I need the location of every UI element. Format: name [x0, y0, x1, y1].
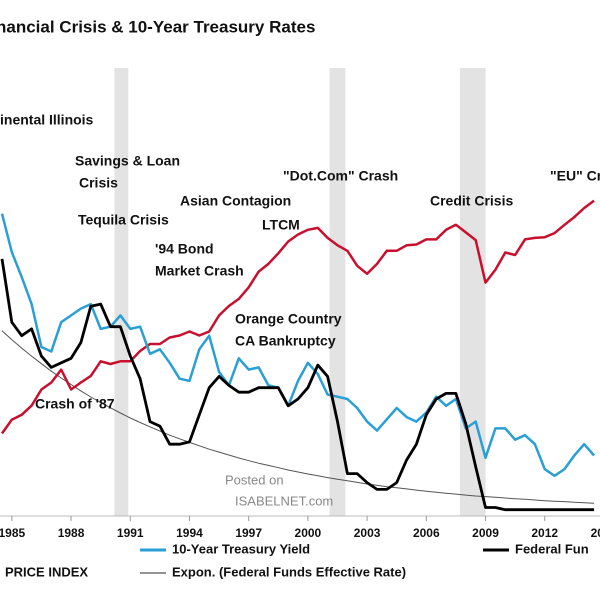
x-tick-label: 2003 — [354, 526, 381, 540]
x-tick-label: 1997 — [235, 526, 262, 540]
x-tick-label: 1988 — [58, 526, 85, 540]
annotation: '94 Bond — [155, 241, 214, 257]
x-tick-label: 1991 — [117, 526, 144, 540]
annotation: CA Bankruptcy — [235, 333, 336, 349]
annotation: Market Crash — [155, 263, 244, 279]
chart-title: nancial Crisis & 10-Year Treasury Rates — [0, 17, 315, 36]
x-tick-label: 1994 — [176, 526, 203, 540]
watermark: ISABELNET.com — [235, 493, 333, 508]
annotation: LTCM — [262, 217, 300, 233]
annotation: Credit Crisis — [430, 193, 513, 209]
annotation: Tequila Crisis — [78, 212, 169, 228]
legend-label: Expon. (Federal Funds Effective Rate) — [172, 564, 406, 579]
x-tick-label: 2009 — [472, 526, 499, 540]
x-tick-label: 1985 — [0, 526, 26, 540]
series-line — [0, 258, 595, 512]
legend-label: 10-Year Treasury Yield — [172, 541, 310, 556]
x-tick-label: 2015 — [591, 526, 600, 540]
series-line — [1, 330, 595, 504]
legend-label: PRICE INDEX — [5, 564, 88, 579]
annotation: Crash of '87 — [35, 396, 115, 412]
annotation: inental Illinois — [0, 112, 94, 128]
watermark: Posted on — [225, 472, 284, 487]
annotation: Savings & Loan — [75, 153, 180, 169]
annotation: "Dot.Com" Crash — [283, 168, 398, 184]
shaded-period — [114, 68, 129, 516]
series-line — [0, 199, 595, 435]
legend-label: Federal Fun — [515, 541, 589, 556]
x-tick-label: 2012 — [531, 526, 558, 540]
annotation: "EU" Cr — [550, 168, 600, 184]
series-line — [0, 213, 596, 478]
annotation: Asian Contagion — [180, 193, 291, 209]
x-tick-label: 2000 — [295, 526, 322, 540]
x-tick-label: 2006 — [413, 526, 440, 540]
annotation: Crisis — [79, 175, 118, 191]
annotation: Orange Country — [235, 311, 342, 327]
